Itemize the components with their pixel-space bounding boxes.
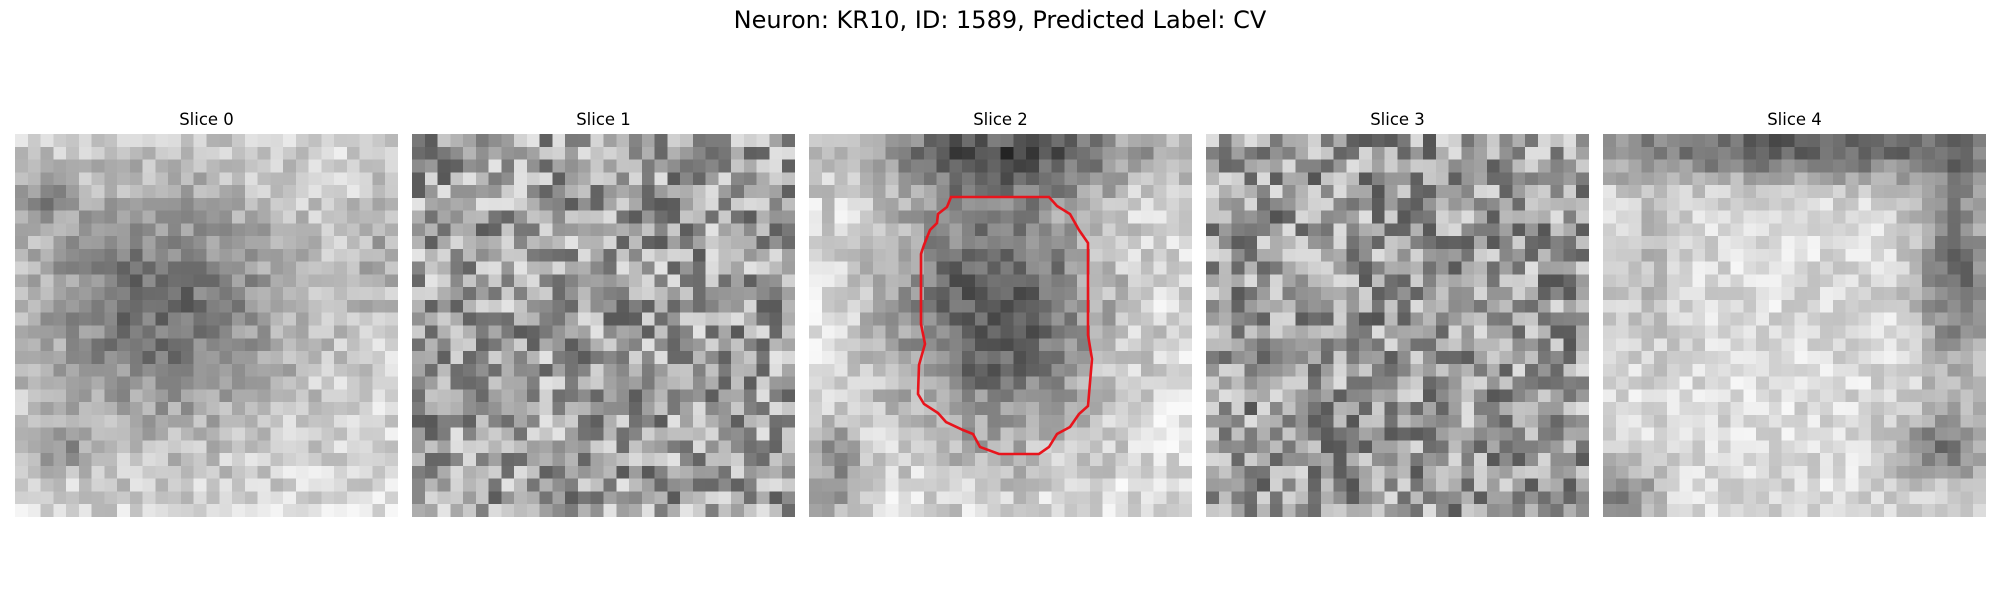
slice-title: Slice 2 (973, 110, 1028, 129)
figure-title: Neuron: KR10, ID: 1589, Predicted Label:… (733, 6, 1267, 34)
slice-panel-4: Slice 4 (1603, 108, 1986, 517)
roi-contour (916, 195, 1094, 456)
slice-title: Slice 4 (1767, 110, 1822, 129)
slice-title: Slice 0 (179, 110, 234, 129)
slice-image-3 (1206, 134, 1589, 517)
slice-pixels (412, 134, 795, 517)
slice-image-2 (809, 134, 1192, 517)
slice-pixels (1603, 134, 1986, 517)
slice-panel-2: Slice 2 (809, 108, 1192, 517)
slice-panel-0: Slice 0 (15, 108, 398, 517)
slice-image-4 (1603, 134, 1986, 517)
slice-pixels (15, 134, 398, 517)
slice-pixels (1206, 134, 1589, 517)
slice-panel-3: Slice 3 (1206, 108, 1589, 517)
slice-title: Slice 3 (1370, 110, 1425, 129)
slice-panel-1: Slice 1 (412, 108, 795, 517)
roi-contour-overlay (916, 195, 1094, 456)
slice-image-0 (15, 134, 398, 517)
slice-image-1 (412, 134, 795, 517)
slice-title: Slice 1 (576, 110, 631, 129)
